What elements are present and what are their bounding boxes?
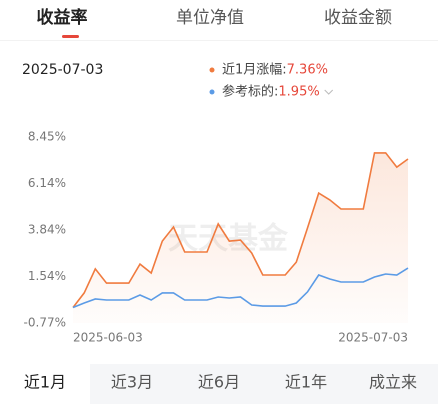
legend-name: 近1月涨幅: xyxy=(222,63,287,78)
tab[interactable]: 单位净值 xyxy=(176,8,244,28)
legend-name: 参考标的: xyxy=(222,84,278,100)
y-tick-label: 8.45% xyxy=(28,130,66,144)
period-tab[interactable]: 近3月 xyxy=(111,373,153,392)
period-active xyxy=(0,364,90,404)
y-tick-label: 3.84% xyxy=(28,223,66,237)
line xyxy=(72,267,409,309)
date: 2025-07-03 xyxy=(22,62,103,78)
legend-dot xyxy=(209,89,215,95)
area xyxy=(73,152,408,323)
period-tab[interactable]: 近6月 xyxy=(198,373,240,392)
x-tick-label: 2025-06-03 xyxy=(73,331,143,345)
y-tick-label: 6.14% xyxy=(28,176,66,190)
tab[interactable]: 收益率 xyxy=(37,7,88,28)
period-tab[interactable]: 近1年 xyxy=(285,373,327,392)
line xyxy=(72,152,409,308)
divider xyxy=(0,40,438,41)
legend-value: 1.95% xyxy=(278,85,319,100)
legend-dot xyxy=(209,67,215,73)
chevron xyxy=(324,89,334,95)
x-tick-label: 2025-07-03 xyxy=(338,331,408,345)
y-tick-label: 1.54% xyxy=(28,269,66,283)
period-tab[interactable]: 成立来 xyxy=(369,373,417,392)
legend-value: 7.36% xyxy=(287,63,328,78)
y-tick-label: -0.77% xyxy=(24,316,66,330)
tab-underline xyxy=(62,35,79,38)
tab[interactable]: 收益金额 xyxy=(324,8,392,28)
period-tab[interactable]: 近1月 xyxy=(24,373,66,392)
